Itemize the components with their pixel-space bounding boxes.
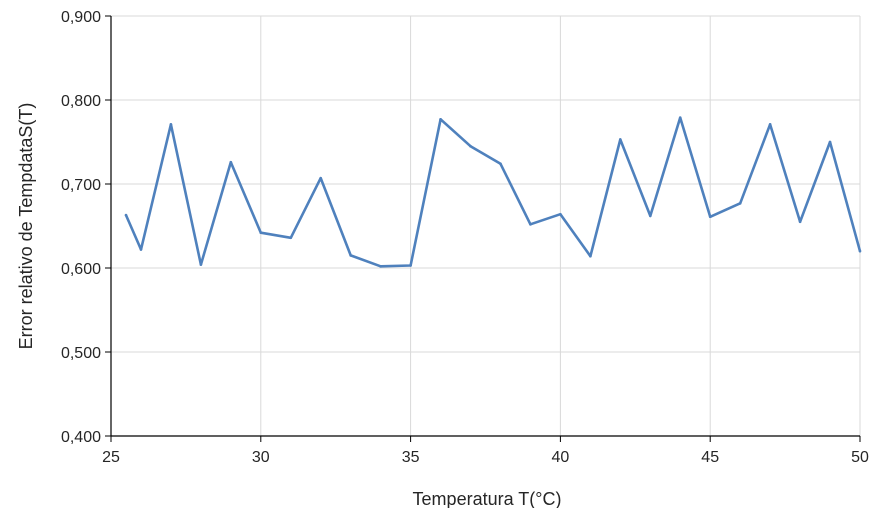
y-tick-label: 0,500 [61, 345, 101, 362]
data-point [469, 144, 472, 148]
x-tick-label: 35 [402, 449, 420, 466]
y-tick-label: 0,800 [61, 93, 101, 110]
series-line [124, 116, 862, 268]
x-tick-label: 25 [102, 449, 120, 466]
data-point [858, 249, 862, 253]
data-point [199, 263, 203, 266]
data-point [439, 118, 442, 121]
data-point [379, 265, 382, 268]
data-point [738, 202, 742, 205]
data-point [619, 138, 622, 141]
data-point [768, 123, 772, 126]
data-point [259, 231, 263, 235]
data-point [708, 215, 712, 219]
series-layer [124, 116, 862, 268]
data-point [139, 248, 143, 251]
data-point [349, 254, 352, 257]
data-point [289, 236, 293, 240]
x-tick-label: 30 [252, 449, 270, 466]
y-axis-title: Error relativo de TempdataS(T) [16, 103, 36, 350]
x-tick-label: 50 [851, 449, 869, 466]
data-point [529, 223, 532, 226]
data-point [124, 213, 128, 217]
tick-labels: 0,400 0,500 0,600 0,700 0,800 0,900 25 30 35 40 45… [61, 9, 869, 466]
y-tick-label: 0,600 [61, 261, 101, 278]
data-point [589, 254, 592, 258]
data-point [319, 176, 323, 180]
data-point [828, 140, 832, 144]
gridlines [111, 15, 861, 436]
x-tick-label: 45 [701, 449, 719, 466]
data-point [559, 212, 562, 216]
data-point [499, 162, 502, 166]
y-tick-label: 0,900 [61, 9, 101, 26]
x-axis-title: Temperatura T(°C) [413, 489, 562, 508]
data-point [409, 264, 412, 267]
y-tick-label: 0,400 [61, 429, 101, 446]
data-point [229, 160, 233, 164]
x-tick-label: 40 [552, 449, 570, 466]
data-point [648, 214, 652, 218]
data-point [678, 116, 682, 119]
y-tick-label: 0,700 [61, 177, 101, 194]
data-point [798, 220, 802, 224]
axes [105, 15, 861, 442]
data-point [169, 123, 173, 126]
